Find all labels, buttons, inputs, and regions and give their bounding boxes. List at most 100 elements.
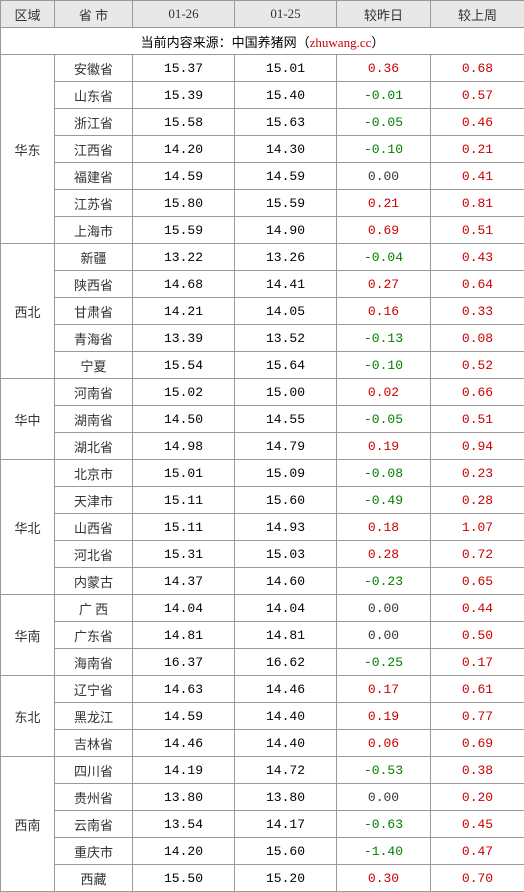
diff-week: 0.50 <box>431 622 524 649</box>
table-row: 贵州省13.8013.800.000.20 <box>1 784 524 811</box>
value-date2: 15.20 <box>235 865 337 892</box>
region-cell: 东北 <box>1 676 55 757</box>
province-cell: 吉林省 <box>55 730 133 757</box>
diff-day: -0.49 <box>337 487 431 514</box>
value-date1: 13.39 <box>133 325 235 352</box>
table-row: 云南省13.5414.17-0.630.45 <box>1 811 524 838</box>
diff-day: 0.30 <box>337 865 431 892</box>
diff-day: -0.10 <box>337 136 431 163</box>
diff-day: 0.00 <box>337 595 431 622</box>
diff-week: 0.94 <box>431 433 524 460</box>
header-region: 区域 <box>1 1 55 28</box>
table-row: 甘肃省14.2114.050.160.33 <box>1 298 524 325</box>
province-cell: 上海市 <box>55 217 133 244</box>
table-row: 天津市15.1115.60-0.490.28 <box>1 487 524 514</box>
diff-day: -0.25 <box>337 649 431 676</box>
province-cell: 贵州省 <box>55 784 133 811</box>
value-date1: 16.37 <box>133 649 235 676</box>
value-date1: 14.04 <box>133 595 235 622</box>
table-row: 湖北省14.9814.790.190.94 <box>1 433 524 460</box>
diff-day: 0.02 <box>337 379 431 406</box>
header-diff-week: 较上周 <box>431 1 524 28</box>
value-date2: 15.64 <box>235 352 337 379</box>
value-date2: 15.60 <box>235 487 337 514</box>
province-cell: 山东省 <box>55 82 133 109</box>
province-cell: 黑龙江 <box>55 703 133 730</box>
diff-week: 0.08 <box>431 325 524 352</box>
table-row: 内蒙古14.3714.60-0.230.65 <box>1 568 524 595</box>
value-date2: 13.80 <box>235 784 337 811</box>
province-cell: 河南省 <box>55 379 133 406</box>
table-row: 上海市15.5914.900.690.51 <box>1 217 524 244</box>
province-cell: 辽宁省 <box>55 676 133 703</box>
value-date2: 14.79 <box>235 433 337 460</box>
province-cell: 福建省 <box>55 163 133 190</box>
table-row: 东北辽宁省14.6314.460.170.61 <box>1 676 524 703</box>
value-date1: 15.31 <box>133 541 235 568</box>
diff-day: 0.19 <box>337 703 431 730</box>
table-row: 华中河南省15.0215.000.020.66 <box>1 379 524 406</box>
table-row: 青海省13.3913.52-0.130.08 <box>1 325 524 352</box>
province-cell: 湖南省 <box>55 406 133 433</box>
value-date2: 15.03 <box>235 541 337 568</box>
province-cell: 新疆 <box>55 244 133 271</box>
value-date2: 14.93 <box>235 514 337 541</box>
diff-day: 0.18 <box>337 514 431 541</box>
value-date2: 13.52 <box>235 325 337 352</box>
table-row: 西藏15.5015.200.300.70 <box>1 865 524 892</box>
diff-day: -0.04 <box>337 244 431 271</box>
diff-week: 0.33 <box>431 298 524 325</box>
table-row: 华北北京市15.0115.09-0.080.23 <box>1 460 524 487</box>
value-date2: 14.55 <box>235 406 337 433</box>
province-cell: 陕西省 <box>55 271 133 298</box>
diff-day: 0.00 <box>337 622 431 649</box>
province-cell: 浙江省 <box>55 109 133 136</box>
province-cell: 四川省 <box>55 757 133 784</box>
diff-week: 0.52 <box>431 352 524 379</box>
diff-week: 0.45 <box>431 811 524 838</box>
value-date2: 14.04 <box>235 595 337 622</box>
region-cell: 华东 <box>1 55 55 244</box>
province-cell: 广东省 <box>55 622 133 649</box>
diff-day: -1.40 <box>337 838 431 865</box>
value-date1: 14.50 <box>133 406 235 433</box>
table-row: 广东省14.8114.810.000.50 <box>1 622 524 649</box>
value-date2: 14.30 <box>235 136 337 163</box>
diff-week: 0.23 <box>431 460 524 487</box>
diff-week: 0.41 <box>431 163 524 190</box>
value-date1: 14.19 <box>133 757 235 784</box>
value-date2: 14.40 <box>235 730 337 757</box>
diff-week: 0.66 <box>431 379 524 406</box>
diff-week: 0.28 <box>431 487 524 514</box>
table-row: 西南四川省14.1914.72-0.530.38 <box>1 757 524 784</box>
value-date2: 15.09 <box>235 460 337 487</box>
diff-day: -0.05 <box>337 406 431 433</box>
header-date2: 01-25 <box>235 1 337 28</box>
price-table: 区域 省 市 01-26 01-25 较昨日 较上周 当前内容来源：中国养猪网（… <box>0 0 524 892</box>
value-date1: 14.46 <box>133 730 235 757</box>
value-date1: 14.20 <box>133 136 235 163</box>
value-date2: 15.00 <box>235 379 337 406</box>
province-cell: 北京市 <box>55 460 133 487</box>
value-date1: 13.54 <box>133 811 235 838</box>
table-row: 河北省15.3115.030.280.72 <box>1 541 524 568</box>
value-date1: 15.54 <box>133 352 235 379</box>
table-row: 吉林省14.4614.400.060.69 <box>1 730 524 757</box>
value-date1: 14.21 <box>133 298 235 325</box>
diff-day: 0.36 <box>337 55 431 82</box>
value-date1: 15.59 <box>133 217 235 244</box>
caption-row: 当前内容来源：中国养猪网（zhuwang.cc） <box>1 28 524 55</box>
table-row: 福建省14.5914.590.000.41 <box>1 163 524 190</box>
diff-day: -0.63 <box>337 811 431 838</box>
province-cell: 江苏省 <box>55 190 133 217</box>
diff-week: 0.69 <box>431 730 524 757</box>
province-cell: 重庆市 <box>55 838 133 865</box>
header-diff-day: 较昨日 <box>337 1 431 28</box>
province-cell: 海南省 <box>55 649 133 676</box>
diff-week: 0.61 <box>431 676 524 703</box>
table-row: 华南广 西14.0414.040.000.44 <box>1 595 524 622</box>
region-cell: 西北 <box>1 244 55 379</box>
table-row: 江西省14.2014.30-0.100.21 <box>1 136 524 163</box>
value-date1: 15.01 <box>133 460 235 487</box>
value-date1: 15.39 <box>133 82 235 109</box>
